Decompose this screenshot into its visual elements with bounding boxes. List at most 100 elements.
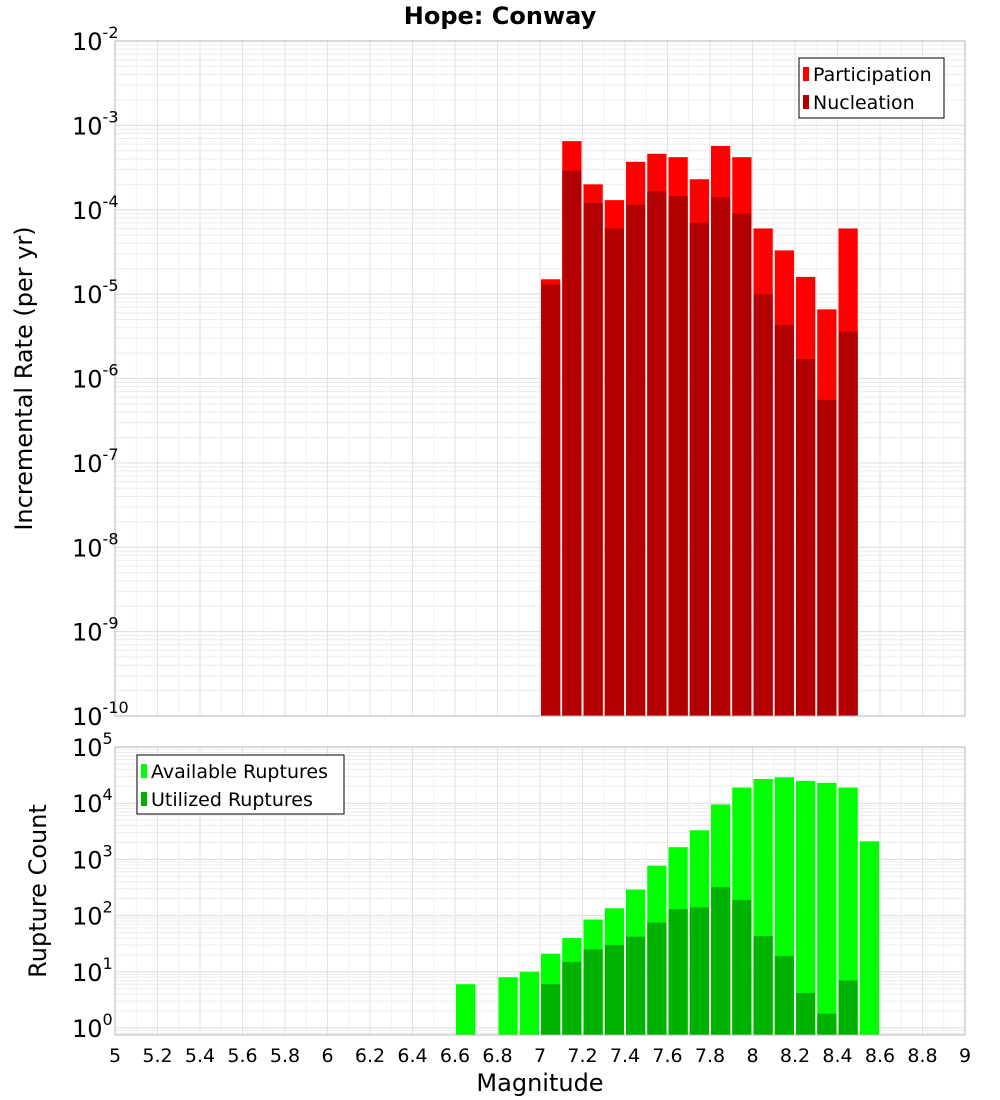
- legend-box: [136, 754, 345, 815]
- bar: [838, 331, 858, 716]
- bar: [732, 213, 752, 717]
- bar: [604, 228, 624, 716]
- legend-label: Available Ruptures: [151, 761, 328, 783]
- bar: [626, 936, 646, 1035]
- x-tick-label: 6.8: [482, 1045, 512, 1067]
- x-tick-label: 5.2: [142, 1045, 172, 1067]
- bar: [626, 204, 646, 717]
- y-tick-label: 102: [72, 898, 113, 931]
- y-tick-exponent: 3: [103, 841, 113, 860]
- y-tick-base: 10: [72, 903, 103, 931]
- y-tick-exponent: -10: [103, 698, 129, 717]
- series-2: [541, 887, 858, 1035]
- x-tick-label: 7: [534, 1045, 546, 1067]
- legend: Participation Nucleation: [798, 57, 945, 119]
- y-tick-label: 10-4: [72, 192, 119, 225]
- y-tick-exponent: -3: [103, 107, 119, 126]
- legend: Available Ruptures Utilized Ruptures: [136, 754, 345, 815]
- y-tick-exponent: -2: [103, 23, 119, 42]
- grid: [114, 41, 966, 717]
- plot-frame: [114, 746, 966, 1036]
- bar: [859, 841, 879, 1035]
- x-tick-label: 8.2: [780, 1045, 810, 1067]
- x-tick-label: 8.4: [822, 1045, 852, 1067]
- y-tick-base: 10: [72, 846, 103, 874]
- y-tick-base: 10: [72, 790, 103, 818]
- y-tick-exponent: -8: [103, 529, 119, 548]
- y-tick-label: 10-2: [72, 23, 119, 56]
- bar: [817, 1013, 837, 1035]
- y-tick-base: 10: [72, 1015, 103, 1043]
- y-tick-exponent: 5: [103, 729, 113, 748]
- y-tick-exponent: -6: [103, 361, 119, 380]
- y-tick-exponent: -4: [103, 192, 119, 211]
- legend-swatch: [803, 95, 809, 109]
- bar: [562, 170, 582, 716]
- bar: [647, 191, 667, 717]
- bar: [796, 992, 816, 1035]
- bar: [774, 956, 794, 1035]
- bar: [774, 325, 794, 716]
- bar: [604, 944, 624, 1035]
- legend-swatch: [803, 67, 809, 81]
- x-tick-label: 6.2: [355, 1045, 385, 1067]
- y-tick-label: 10-8: [72, 529, 119, 562]
- y-axis-label: Incremental Rate (per yr): [10, 226, 38, 530]
- bar: [519, 971, 539, 1035]
- y-tick-base: 10: [72, 112, 103, 140]
- bar: [838, 787, 858, 1035]
- y-tick-label: 103: [72, 841, 113, 874]
- bar: [583, 203, 603, 716]
- y-tick-base: 10: [72, 197, 103, 225]
- x-tick-label: 7.4: [610, 1045, 640, 1067]
- x-tick-label: 8.6: [865, 1045, 895, 1067]
- bar: [562, 961, 582, 1035]
- bar: [838, 980, 858, 1035]
- bar: [796, 780, 816, 1035]
- bar: [647, 922, 667, 1035]
- x-tick-label: 5.6: [227, 1045, 257, 1067]
- y-tick-base: 10: [72, 734, 103, 762]
- bar: [689, 222, 709, 716]
- y-tick-label: 10-7: [72, 445, 119, 478]
- legend-label: Nucleation: [813, 92, 915, 114]
- bar: [817, 399, 837, 716]
- x-tick-label: 6: [321, 1045, 333, 1067]
- y-tick-exponent: 4: [103, 785, 113, 804]
- y-tick-base: 10: [72, 703, 103, 731]
- bar: [668, 196, 688, 716]
- y-tick-label: 10-9: [72, 614, 119, 647]
- y-tick-base: 10: [72, 619, 103, 647]
- plot-frame: [114, 40, 966, 717]
- bar: [498, 977, 518, 1035]
- bar: [689, 907, 709, 1035]
- bar: [753, 936, 773, 1035]
- y-tick-exponent: 0: [103, 1010, 113, 1029]
- panel-1: 10-210-310-410-510-610-710-810-910-10Inc…: [10, 2, 966, 731]
- x-tick-label: 5: [109, 1045, 121, 1067]
- bar: [711, 197, 731, 717]
- bar: [732, 899, 752, 1035]
- y-tick-base: 10: [72, 534, 103, 562]
- bar: [753, 294, 773, 716]
- legend-box: [798, 57, 945, 119]
- legend-label: Participation: [813, 64, 932, 86]
- legend-swatch: [141, 764, 147, 778]
- y-tick-exponent: -9: [103, 614, 119, 633]
- y-tick-exponent: -5: [103, 276, 119, 295]
- x-tick-label: 5.8: [270, 1045, 300, 1067]
- y-tick-exponent: -7: [103, 445, 119, 464]
- y-tick-label: 101: [72, 954, 113, 987]
- bar: [456, 984, 476, 1035]
- bar: [796, 359, 816, 716]
- x-tick-label: 5.4: [185, 1045, 215, 1067]
- x-tick-label: 7.6: [652, 1045, 682, 1067]
- y-axis-label: Rupture Count: [24, 804, 52, 978]
- bar: [711, 887, 731, 1035]
- x-tick-label: 7.8: [695, 1045, 725, 1067]
- x-tick-label: 8.8: [907, 1045, 937, 1067]
- y-tick-label: 104: [72, 785, 113, 818]
- bar: [583, 949, 603, 1035]
- y-tick-base: 10: [72, 366, 103, 394]
